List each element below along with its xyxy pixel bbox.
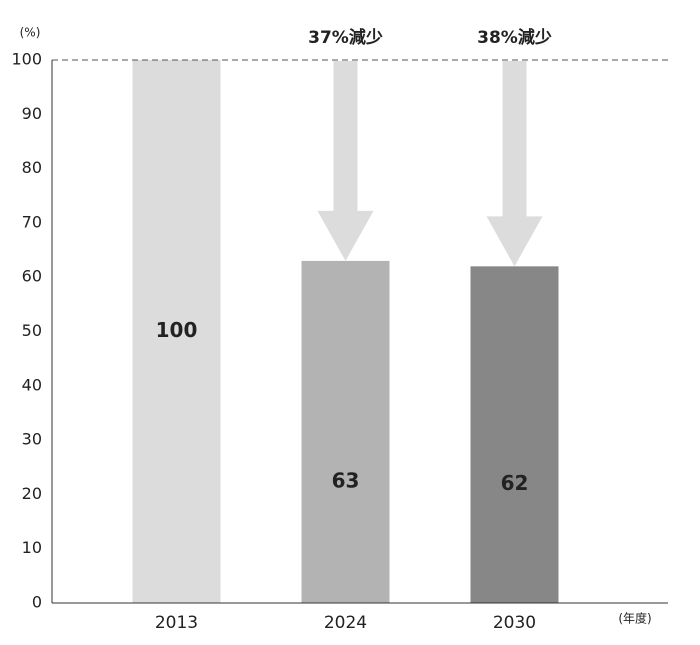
bar (301, 260, 390, 603)
annotation: 38%減少 (477, 27, 552, 48)
value-label: 62 (501, 471, 529, 495)
x-tick-label: 2030 (493, 613, 536, 633)
y-tick-label: 60 (22, 267, 42, 286)
y-tick-label: 50 (22, 321, 42, 340)
y-tick-label: 0 (32, 593, 42, 612)
bar (132, 60, 221, 603)
y-tick-label: 40 (22, 375, 42, 394)
y-tick-label: 10 (22, 538, 42, 557)
arrow (317, 61, 374, 261)
x-tick-label: 2024 (324, 613, 367, 633)
arrow (486, 61, 543, 267)
x-unit: (年度) (618, 611, 651, 626)
value-label: 100 (156, 318, 198, 342)
annotation: 37%減少 (308, 27, 383, 48)
y-tick-label: 90 (22, 104, 42, 123)
bar (470, 266, 559, 603)
y-tick-label: 20 (22, 484, 42, 503)
y-tick-label: 80 (22, 158, 42, 177)
y-tick-label: 30 (22, 430, 42, 449)
y-tick-label: 100 (11, 50, 42, 69)
y-tick-label: 70 (22, 212, 42, 231)
y-unit: (%) (20, 26, 41, 40)
x-tick-label: 2013 (155, 613, 198, 633)
value-label: 63 (332, 468, 360, 492)
